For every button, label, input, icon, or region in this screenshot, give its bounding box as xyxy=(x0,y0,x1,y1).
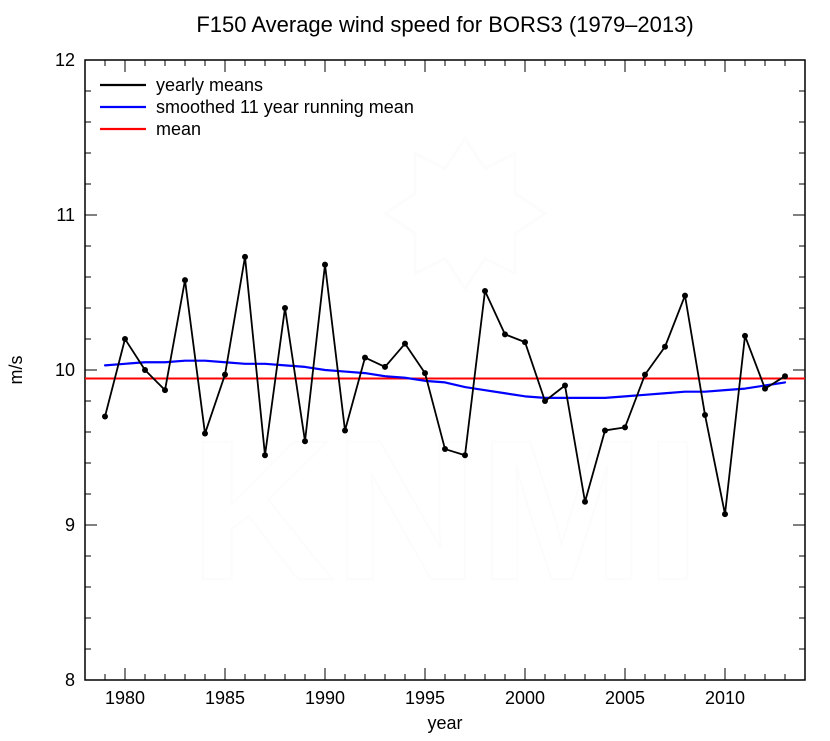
y-tick-label: 9 xyxy=(65,515,75,535)
yearly-marker xyxy=(402,341,408,347)
x-tick-label: 1995 xyxy=(405,688,445,708)
yearly-marker xyxy=(162,387,168,393)
yearly-marker xyxy=(382,364,388,370)
yearly-marker xyxy=(562,383,568,389)
yearly-marker xyxy=(102,414,108,420)
x-tick-label: 2000 xyxy=(505,688,545,708)
yearly-marker xyxy=(362,355,368,361)
legend-label: yearly means xyxy=(156,75,263,95)
yearly-marker xyxy=(202,431,208,437)
yearly-marker xyxy=(722,511,728,517)
yearly-marker xyxy=(702,412,708,418)
y-tick-label: 12 xyxy=(55,50,75,70)
yearly-marker xyxy=(462,452,468,458)
yearly-marker xyxy=(622,424,628,430)
yearly-marker xyxy=(222,372,228,378)
x-tick-label: 2005 xyxy=(605,688,645,708)
yearly-marker xyxy=(442,446,448,452)
yearly-marker xyxy=(502,331,508,337)
yearly-marker xyxy=(642,372,648,378)
x-axis-label: year xyxy=(427,713,462,733)
y-axis-label: m/s xyxy=(6,356,26,385)
y-tick-label: 8 xyxy=(65,670,75,690)
yearly-marker xyxy=(342,427,348,433)
yearly-marker xyxy=(662,344,668,350)
yearly-marker xyxy=(682,293,688,299)
yearly-marker xyxy=(422,370,428,376)
yearly-marker xyxy=(782,373,788,379)
yearly-marker xyxy=(742,333,748,339)
yearly-marker xyxy=(522,339,528,345)
yearly-marker xyxy=(262,452,268,458)
legend-label: mean xyxy=(156,119,201,139)
y-tick-label: 10 xyxy=(55,360,75,380)
yearly-marker xyxy=(582,499,588,505)
yearly-marker xyxy=(282,305,288,311)
legend-label: smoothed 11 year running mean xyxy=(156,97,414,117)
yearly-marker xyxy=(242,254,248,260)
yearly-marker xyxy=(602,427,608,433)
chart-container: KNMI F150 Average wind speed for BORS3 (1… xyxy=(0,0,830,741)
x-tick-label: 1980 xyxy=(105,688,145,708)
yearly-marker xyxy=(542,398,548,404)
yearly-marker xyxy=(302,438,308,444)
x-tick-label: 2010 xyxy=(705,688,745,708)
x-tick-label: 1990 xyxy=(305,688,345,708)
y-tick-label: 11 xyxy=(56,205,75,225)
chart-title: F150 Average wind speed for BORS3 (1979–… xyxy=(196,12,693,37)
yearly-marker xyxy=(482,288,488,294)
yearly-marker xyxy=(142,367,148,373)
wind-speed-chart: KNMI F150 Average wind speed for BORS3 (1… xyxy=(0,0,830,741)
x-tick-label: 1985 xyxy=(205,688,245,708)
yearly-marker xyxy=(122,336,128,342)
yearly-marker xyxy=(182,277,188,283)
yearly-marker xyxy=(322,262,328,268)
svg-text:KNMI: KNMI xyxy=(189,399,700,622)
yearly-marker xyxy=(762,386,768,392)
